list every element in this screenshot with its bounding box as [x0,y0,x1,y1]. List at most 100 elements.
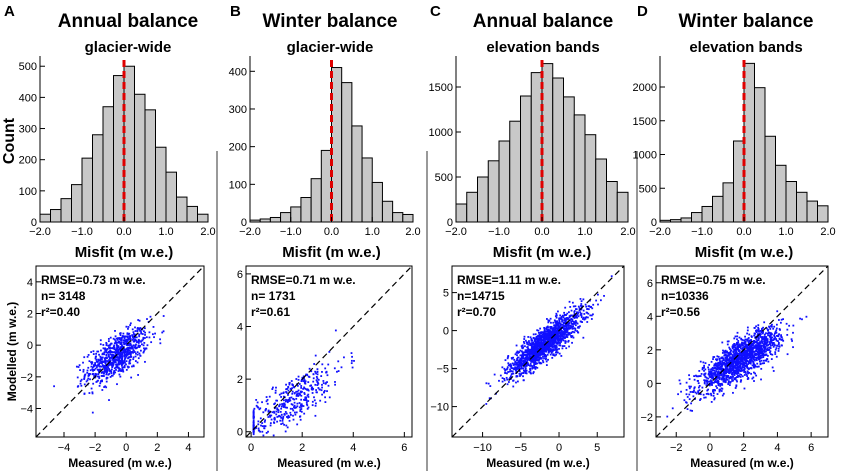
data-point [753,380,755,382]
data-point [577,311,579,314]
data-point [132,351,134,354]
data-point [523,359,526,362]
data-point [570,331,573,334]
data-point [315,379,318,382]
data-point [133,334,136,336]
data-point [763,362,766,365]
y-tick-label: 4 [237,322,243,334]
data-point [529,355,531,358]
x-tick-label: −1.0 [488,226,510,238]
data-point [119,352,122,355]
data-point [534,344,537,346]
data-point [723,368,726,371]
data-point [554,336,557,339]
data-point [582,336,585,339]
data-point [564,325,567,328]
data-point [759,341,761,343]
histogram-bar [300,197,312,223]
data-point [119,356,122,359]
data-point [283,404,286,406]
data-point [531,367,534,370]
data-point [121,346,124,349]
data-point [761,348,764,351]
data-point [738,362,741,364]
data-point [782,339,785,342]
data-point [511,362,514,365]
data-point [303,412,306,415]
data-point [527,358,530,361]
data-point [535,358,538,360]
data-point [304,388,307,390]
data-point [725,362,728,365]
histogram-bar [584,134,597,223]
data-point [571,326,574,328]
y-tick-label: 1500 [429,82,453,94]
data-point [266,402,269,405]
data-point [755,340,758,343]
data-point [571,341,573,344]
x-tick-label: −2 [670,442,683,454]
data-point [771,336,774,339]
data-point [705,379,708,382]
data-point [123,337,126,340]
data-point [544,335,547,338]
data-point [547,350,550,353]
y-tick-label: 400 [229,66,247,78]
data-point [122,345,125,348]
data-point [513,363,516,366]
data-point [129,354,132,356]
data-point [131,345,134,348]
data-point [539,361,542,364]
data-point [564,332,567,334]
data-point [134,355,137,358]
data-point [726,359,729,362]
data-point [736,343,739,345]
y-tick-label: 2000 [633,82,657,94]
data-point [120,361,122,364]
data-point [253,407,256,410]
data-point [522,351,524,354]
data-point [559,322,562,325]
data-point [280,396,283,398]
data-point [114,360,117,362]
data-point [555,314,558,317]
data-point [569,327,572,330]
data-point [701,368,704,371]
panel-letter: A [4,3,15,20]
data-point [570,336,573,339]
data-point [737,361,740,364]
data-point [754,372,756,375]
data-point [758,353,761,355]
y-axis-label: Count [1,117,18,164]
data-point [138,319,141,322]
stat-label: n= 3148 [41,289,86,303]
data-point [555,350,558,353]
data-point [124,349,126,352]
data-point [273,410,275,413]
data-point [137,340,140,343]
data-point [735,370,738,372]
data-point [316,368,319,371]
data-point [733,353,736,356]
data-point [729,360,732,362]
data-point [129,351,132,353]
data-point [702,393,705,396]
histogram-bar [616,191,629,223]
data-point [291,390,294,393]
data-point [306,404,309,407]
data-point [132,333,135,335]
data-point [558,318,560,320]
data-point [761,327,763,330]
data-point [744,355,746,358]
data-point [746,354,748,357]
data-point [710,371,713,374]
data-point [543,335,546,338]
data-point [530,349,533,352]
data-point [729,351,732,354]
data-point [113,342,116,345]
data-point [141,339,144,342]
data-point [300,385,303,387]
data-point [738,336,741,339]
data-point [322,382,325,384]
